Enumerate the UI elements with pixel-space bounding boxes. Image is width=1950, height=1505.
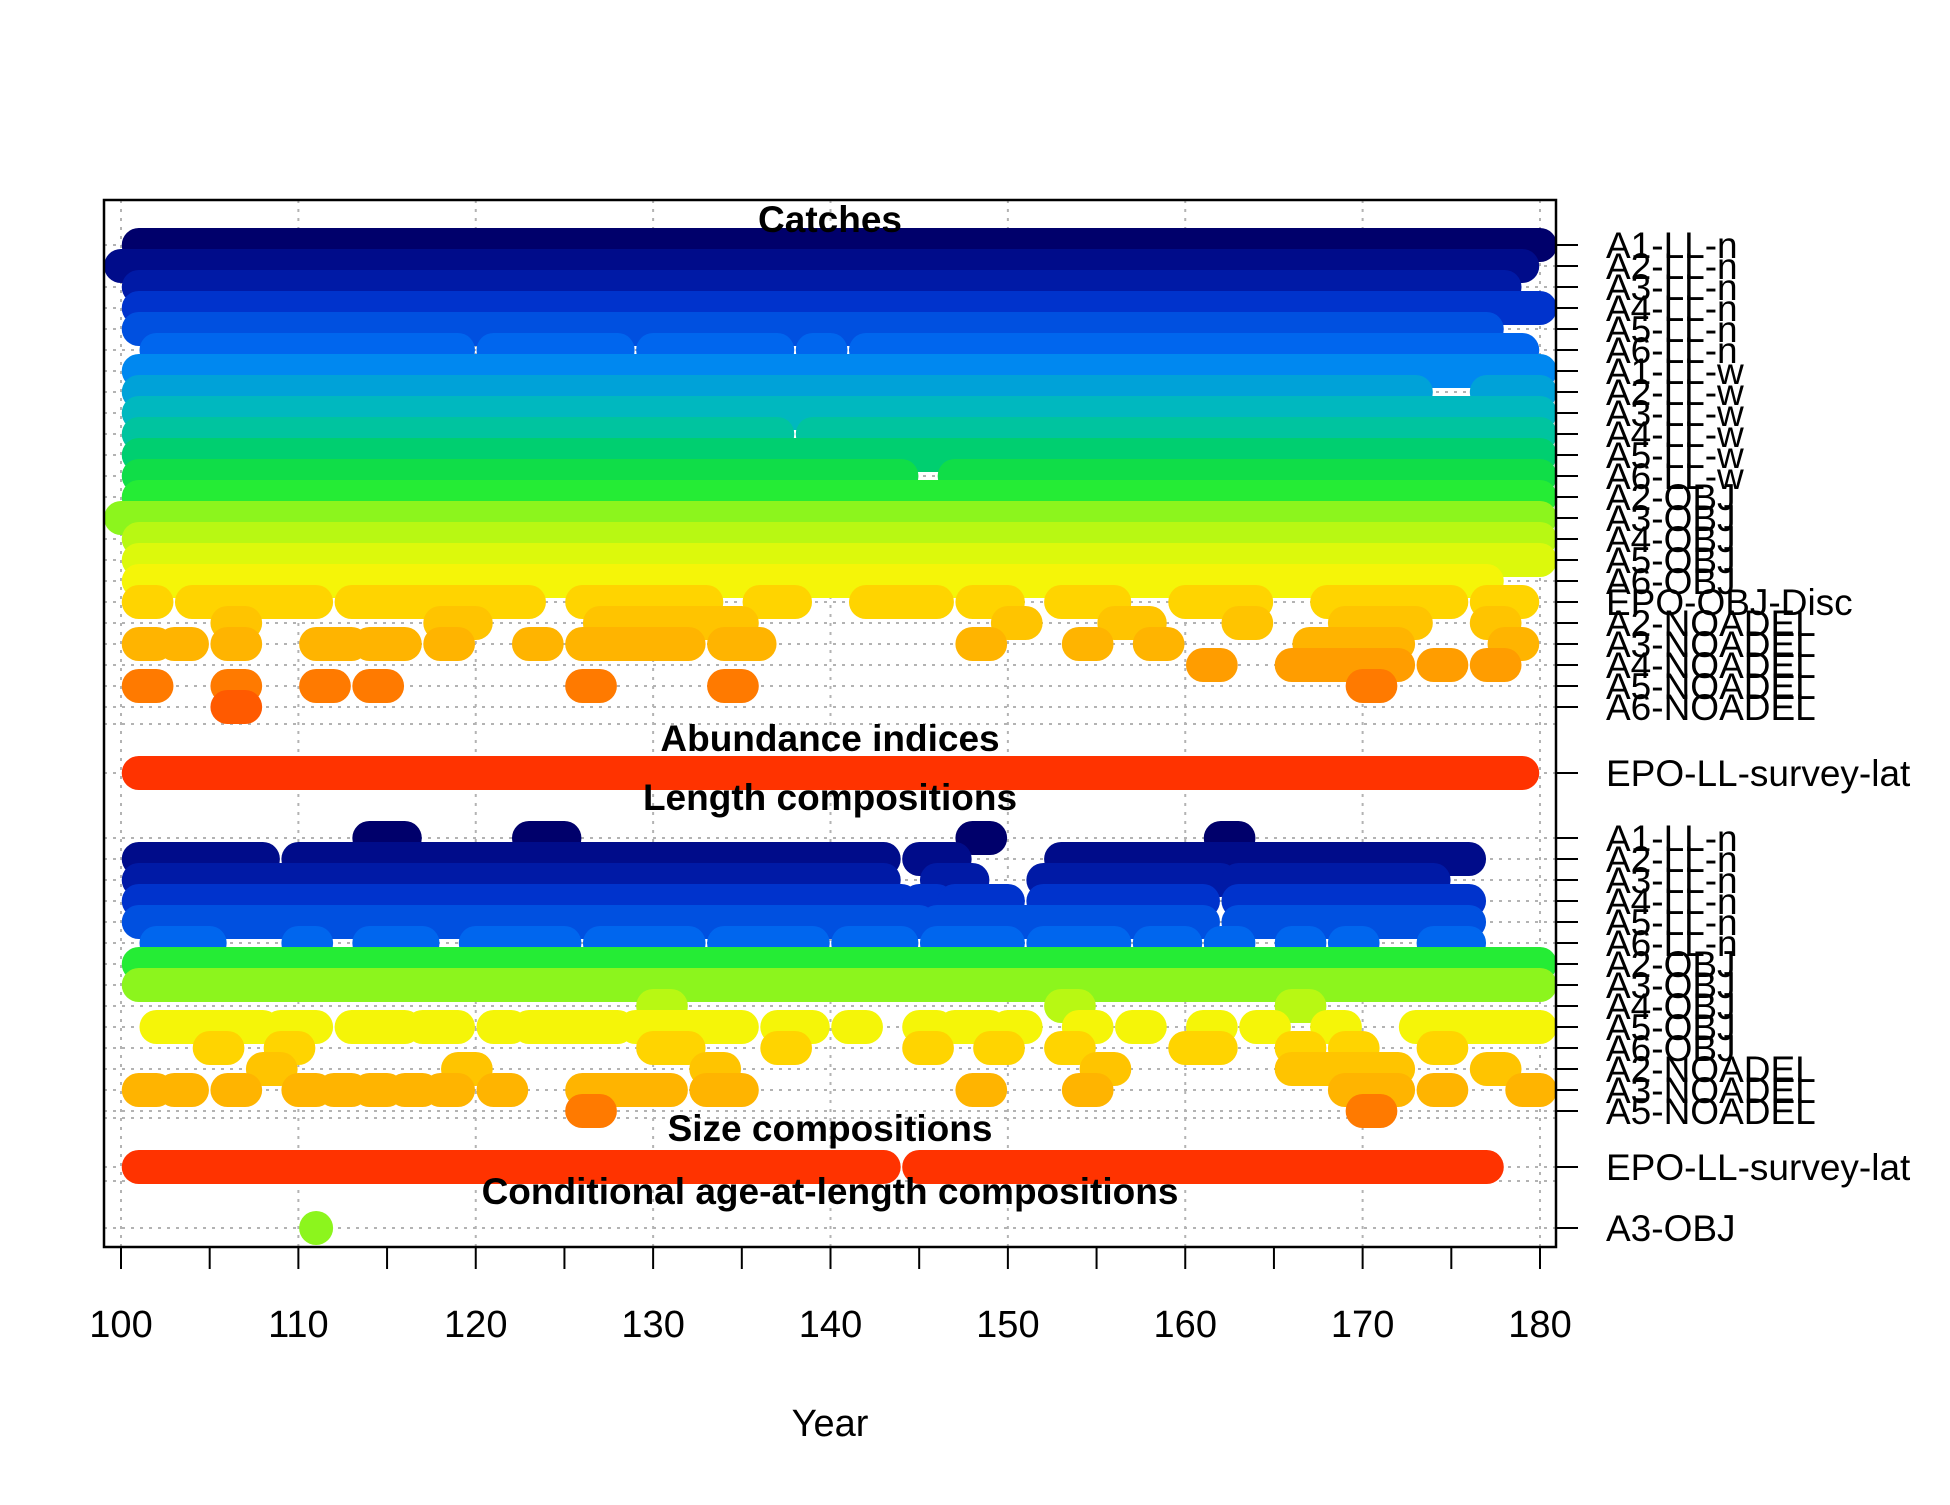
- row-label: A2-OBJ: [1606, 944, 1736, 985]
- row-label: A5-LL-n: [1606, 309, 1738, 350]
- x-tick-label: 110: [268, 1304, 329, 1346]
- row-label: A5-NOADEL: [1606, 1091, 1816, 1132]
- row-label: A5-LL-w: [1606, 435, 1744, 476]
- x-axis-title: Year: [792, 1403, 869, 1445]
- row-label: EPO-LL-survey-lat: [1606, 1147, 1911, 1188]
- row-label: A6-LL-w: [1606, 456, 1744, 497]
- x-tick-label: 150: [976, 1304, 1039, 1346]
- data-marks-layer: [104, 228, 1557, 1245]
- x-tick-label: 130: [621, 1304, 684, 1346]
- row-label: A3-LL-n: [1606, 860, 1738, 901]
- row-label: A4-LL-w: [1606, 414, 1744, 455]
- row-label: A6-NOADEL: [1606, 687, 1816, 728]
- row-label: A4-NOADEL: [1606, 645, 1816, 686]
- x-tick-label: 100: [89, 1304, 152, 1346]
- row-label: A3-NOADEL: [1606, 624, 1816, 665]
- row-label: EPO-LL-survey-lat: [1606, 753, 1911, 794]
- row-label: A5-OBJ: [1606, 1007, 1736, 1048]
- row-label: A6-LL-n: [1606, 330, 1738, 371]
- section-title: Size compositions: [668, 1108, 993, 1149]
- data-mark-a3-obj: [299, 1211, 334, 1245]
- row-label: A2-LL-n: [1606, 839, 1738, 880]
- row-label: A4-OBJ: [1606, 519, 1736, 560]
- section-title: Catches: [758, 199, 902, 240]
- section-title: Abundance indices: [660, 718, 999, 759]
- row-label: A2-LL-w: [1606, 372, 1744, 413]
- row-label: A3-LL-n: [1606, 267, 1738, 308]
- row-label: A3-NOADEL: [1606, 1070, 1816, 1111]
- x-tick-label: 160: [1154, 1304, 1217, 1346]
- row-label: EPO-OBJ-Disc: [1606, 582, 1853, 623]
- row-label: A5-NOADEL: [1606, 666, 1816, 707]
- section-title: Length compositions: [643, 777, 1017, 818]
- row-label: A6-OBJ: [1606, 561, 1736, 602]
- row-label: A1-LL-n: [1606, 818, 1738, 859]
- row-label: A6-LL-n: [1606, 923, 1738, 964]
- row-label: A3-OBJ: [1606, 1208, 1736, 1249]
- row-label: A1-LL-n: [1606, 225, 1738, 266]
- row-label: A6-OBJ: [1606, 1028, 1736, 1069]
- axis-layer: A1-LL-nA2-LL-nA3-LL-nA4-LL-nA5-LL-nA6-LL…: [89, 225, 1911, 1346]
- row-label: A5-LL-n: [1606, 902, 1738, 943]
- x-tick-label: 170: [1331, 1304, 1394, 1346]
- row-label: A3-OBJ: [1606, 498, 1736, 539]
- row-label: A2-OBJ: [1606, 477, 1736, 518]
- section-title: Conditional age-at-length compositions: [482, 1171, 1179, 1212]
- x-tick-label: 120: [444, 1304, 507, 1346]
- x-tick-label: 140: [799, 1304, 862, 1346]
- row-label: A2-LL-n: [1606, 246, 1738, 287]
- section-title-layer: Catches Abundance indices Length compositi…: [482, 199, 1179, 1212]
- row-label: A4-OBJ: [1606, 986, 1736, 1027]
- row-label: A2-NOADEL: [1606, 603, 1816, 644]
- row-label: A3-OBJ: [1606, 965, 1736, 1006]
- row-label: A3-LL-w: [1606, 393, 1744, 434]
- row-label: A1-LL-w: [1606, 351, 1744, 392]
- row-label: A2-NOADEL: [1606, 1049, 1816, 1090]
- row-label: A5-OBJ: [1606, 540, 1736, 581]
- row-label: A4-LL-n: [1606, 288, 1738, 329]
- x-tick-label: 180: [1508, 1304, 1571, 1346]
- row-label: A4-LL-n: [1606, 881, 1738, 922]
